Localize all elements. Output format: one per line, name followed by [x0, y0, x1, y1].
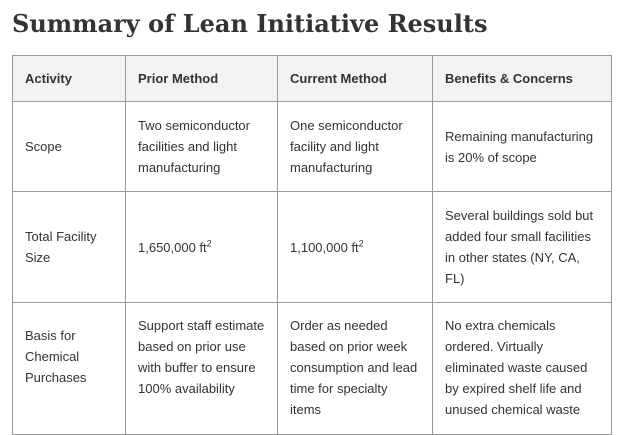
page-title: Summary of Lean Initiative Results — [12, 9, 488, 38]
header-benefits-concerns: Benefits & Concerns — [432, 55, 612, 102]
cell-benefits-concerns: Remaining manufacturing is 20% of scope — [432, 101, 612, 192]
cell-prior-method-text: Support staff estimate based on prior us… — [138, 318, 265, 396]
header-activity: Activity — [12, 55, 126, 102]
cell-activity: Basis for Chemical Purchases — [12, 302, 126, 435]
cell-activity-text: Basis for Chemical Purchases — [25, 328, 87, 385]
table-row: Total Facility Size 1,650,000 ft2 1,100,… — [12, 191, 612, 303]
cell-current-method: 1,100,000 ft2 — [277, 191, 433, 303]
table-row: Scope Two semiconductor facilities and l… — [12, 101, 612, 192]
cell-benefits-concerns-text: No extra chemicals ordered. Virtually el… — [445, 318, 588, 417]
cell-prior-method: 1,650,000 ft2 — [125, 191, 278, 303]
cell-current-method: One semiconductor facility and light man… — [277, 101, 433, 192]
header-current-method: Current Method — [277, 55, 433, 102]
table-row: Basis for Chemical Purchases Support sta… — [12, 302, 612, 435]
current-size-value: 1,100,000 ft — [290, 239, 359, 255]
results-table: Activity Prior Method Current Method Ben… — [12, 55, 612, 435]
cell-activity: Scope — [12, 101, 126, 192]
prior-size-value: 1,650,000 ft — [138, 239, 207, 255]
cell-prior-method: Support staff estimate based on prior us… — [125, 302, 278, 435]
prior-size-unit-exponent: 2 — [206, 238, 212, 249]
current-size-unit-exponent: 2 — [358, 238, 364, 249]
cell-prior-method: Two semiconductor facilities and light m… — [125, 101, 278, 192]
cell-activity: Total Facility Size — [12, 191, 126, 303]
cell-benefits-concerns: Several buildings sold but added four sm… — [432, 191, 612, 303]
table-header-row: Activity Prior Method Current Method Ben… — [12, 55, 612, 102]
cell-current-method-text: Order as needed based on prior week cons… — [290, 318, 418, 417]
cell-benefits-concerns: No extra chemicals ordered. Virtually el… — [432, 302, 612, 435]
header-prior-method: Prior Method — [125, 55, 278, 102]
cell-current-method: Order as needed based on prior week cons… — [277, 302, 433, 435]
